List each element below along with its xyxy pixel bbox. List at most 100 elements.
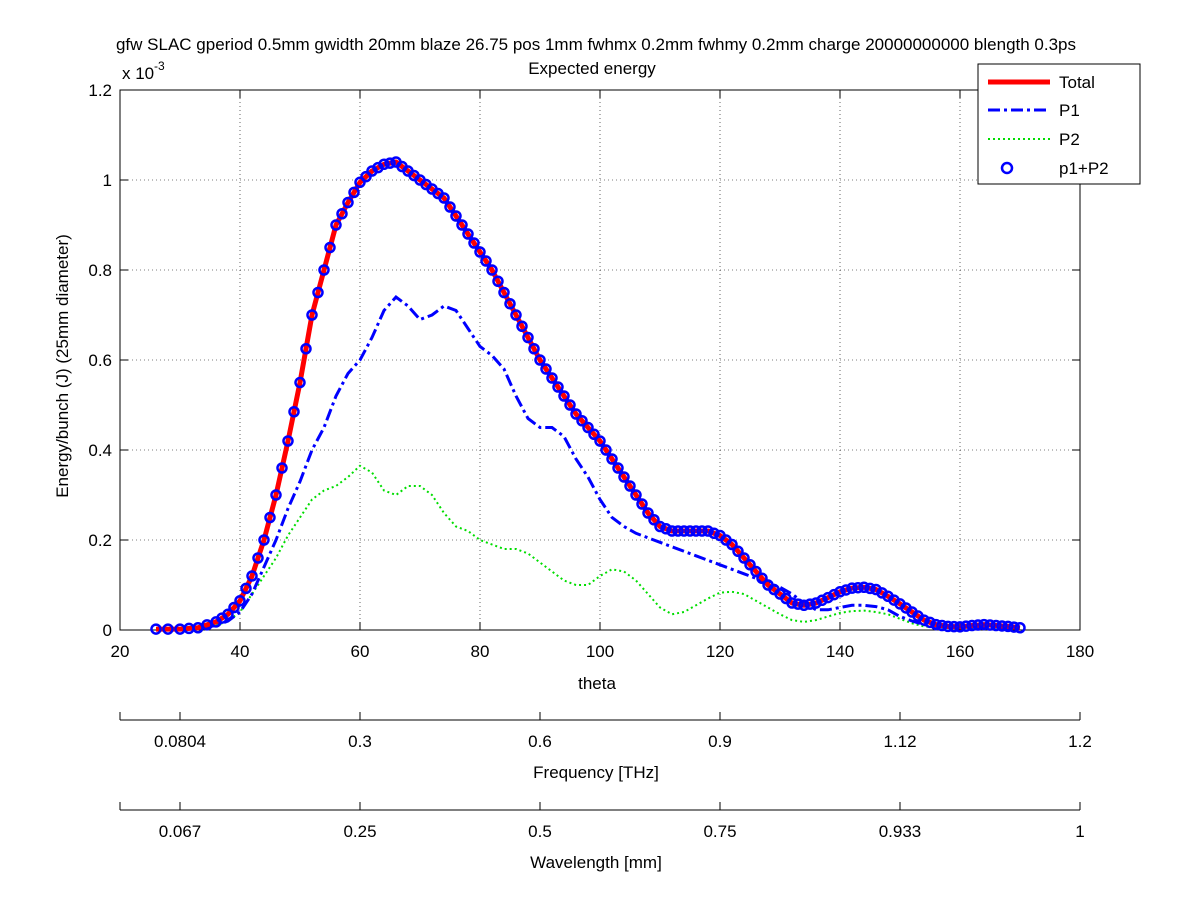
series-p1-p2-point	[816, 594, 828, 607]
series-p1-p2-point	[792, 598, 804, 610]
series-p1-p2-point	[1002, 620, 1014, 633]
series-p1-p2-point	[708, 527, 720, 539]
x-tick-label: 60	[351, 642, 370, 661]
series-p1-p2-point	[342, 196, 354, 209]
x-tick-label: 120	[706, 642, 734, 661]
series-p1-p2-point	[600, 444, 612, 456]
legend-label: p1+P2	[1059, 159, 1109, 178]
series-p1-p2-point	[276, 462, 288, 474]
series-group	[150, 156, 1026, 635]
secondary-axis-tick-label: 0.3	[348, 732, 372, 751]
series-p1-p2-point	[852, 581, 864, 594]
series-p1-p2-point	[828, 588, 840, 601]
series-p1-p2-point	[954, 621, 966, 633]
series-p1-p2-point	[552, 381, 564, 393]
series-p1-p2-point	[300, 343, 312, 355]
series-p1-p2-point	[462, 228, 474, 240]
series-p1-p2-point	[564, 399, 576, 411]
series-p1-p2-point	[288, 406, 300, 418]
series-p1-p2-point	[336, 208, 348, 220]
series-p1-p2-point	[516, 320, 528, 332]
grid-lines	[120, 90, 1080, 630]
legend-item-p1: P1	[988, 101, 1080, 120]
series-p1-p2-point	[474, 246, 486, 258]
series-p1-p2-point	[294, 376, 306, 389]
series-p1-p2-point	[744, 559, 756, 571]
y-tick-label: 0.8	[88, 261, 112, 280]
series-p1-p2-point	[684, 525, 696, 537]
series-p1-p2-point	[150, 623, 162, 635]
y-axis-ticks: 0 0.2 0.4 0.6 0.8 1 1.2	[88, 81, 1080, 640]
series-p1-p2-point	[252, 552, 264, 564]
series-p1-p2-point	[330, 219, 342, 231]
series-p1-p2-point	[630, 489, 642, 501]
series-p1-p2-point	[480, 255, 492, 267]
series-p1-p2-point	[660, 523, 672, 535]
series-p1-p2-markers	[150, 156, 1026, 635]
y-exponent-label: x 10 -3	[122, 59, 165, 83]
series-p1-p2-point	[846, 582, 858, 594]
series-p1-p2-point	[576, 415, 588, 427]
series-p1-p2-point	[162, 623, 174, 635]
series-p1-p2-point	[222, 608, 234, 620]
series-p1-p2-point	[492, 275, 504, 287]
series-p1-p2-point	[834, 586, 846, 598]
series-p1-p2-point	[984, 619, 996, 631]
frequency-axis: Frequency [THz] 0.0804 0.3 0.6 0.9 1.12 1.2	[119, 712, 1092, 782]
series-p1-p2-point	[642, 507, 654, 519]
series-p1-p2-point	[1014, 622, 1026, 634]
series-p1-p2-point	[750, 565, 762, 578]
y-exponent-power: -3	[154, 59, 165, 73]
series-p1-p2-point	[504, 298, 516, 310]
x-tick-label: 140	[826, 642, 854, 661]
secondary-axis-tick-label: 0.0804	[154, 732, 206, 751]
legend-item-p1-p2: p1+P2	[1000, 159, 1109, 178]
series-p1-p2-point	[990, 619, 1002, 632]
chart-title-line2: Expected energy	[528, 59, 656, 78]
series-p1-p2-point	[726, 538, 738, 551]
series-p1-p2-point	[606, 453, 618, 465]
series-p1-p2-point	[966, 619, 978, 632]
series-p1-p2-point	[444, 201, 456, 213]
series-p1-p2-point	[534, 354, 546, 366]
series-p1-p2-point	[378, 158, 390, 170]
x-axis-ticks: 20 40 60 80 100 120 140 160 180	[111, 90, 1094, 661]
series-p1-p2-point	[690, 525, 702, 537]
series-p1-p2-point	[510, 309, 522, 321]
series-p1-p2-point	[318, 264, 330, 276]
series-p1-p2-point	[756, 572, 768, 584]
series-p1-p2-point	[636, 498, 648, 510]
secondary-axis-tick-label: 1	[1075, 822, 1084, 841]
series-p1-p2-point	[570, 408, 582, 420]
x-tick-label: 40	[231, 642, 250, 661]
series-p1-p2-point	[618, 471, 630, 483]
secondary-axis-tick-label: 0.5	[528, 822, 552, 841]
series-p1-p2-point	[456, 219, 468, 231]
series-p1-p2-point	[270, 489, 282, 501]
secondary-axis-tick-label: 1.12	[883, 732, 916, 751]
wavelength-axis: Wavelength [mm] 0.067 0.25 0.5 0.75 0.933 1	[119, 802, 1085, 872]
series-p1-p2-point	[522, 331, 534, 344]
series-p1-p2-point	[498, 286, 510, 299]
series-p1-p2-point	[672, 525, 684, 537]
series-p1-p2-point	[546, 372, 558, 384]
series-p1-p2-point	[804, 598, 816, 610]
series-p1-p2-point	[324, 241, 336, 254]
series-p1-p2-point	[864, 582, 876, 595]
legend-item-p2: P2	[988, 130, 1080, 149]
series-p1-p2-point	[960, 620, 972, 632]
secondary-axis-tick-label: 0.933	[879, 822, 922, 841]
legend-swatch	[1000, 161, 1014, 175]
series-p1-p2-point	[858, 581, 870, 593]
series-p1-p2-point	[264, 511, 276, 524]
frequency-axis-label: Frequency [THz]	[533, 763, 659, 782]
secondary-axis-tick-label: 1.2	[1068, 732, 1092, 751]
secondary-axis-tick-label: 0.6	[528, 732, 552, 751]
series-p1-p2-point	[732, 545, 744, 557]
x-tick-label: 80	[471, 642, 490, 661]
series-p1-p2-point	[972, 619, 984, 631]
series-p1-p2-point	[948, 620, 960, 633]
series-p1-p2-point	[306, 309, 318, 321]
x-tick-label: 20	[111, 642, 130, 661]
legend-item-total: Total	[988, 73, 1095, 92]
